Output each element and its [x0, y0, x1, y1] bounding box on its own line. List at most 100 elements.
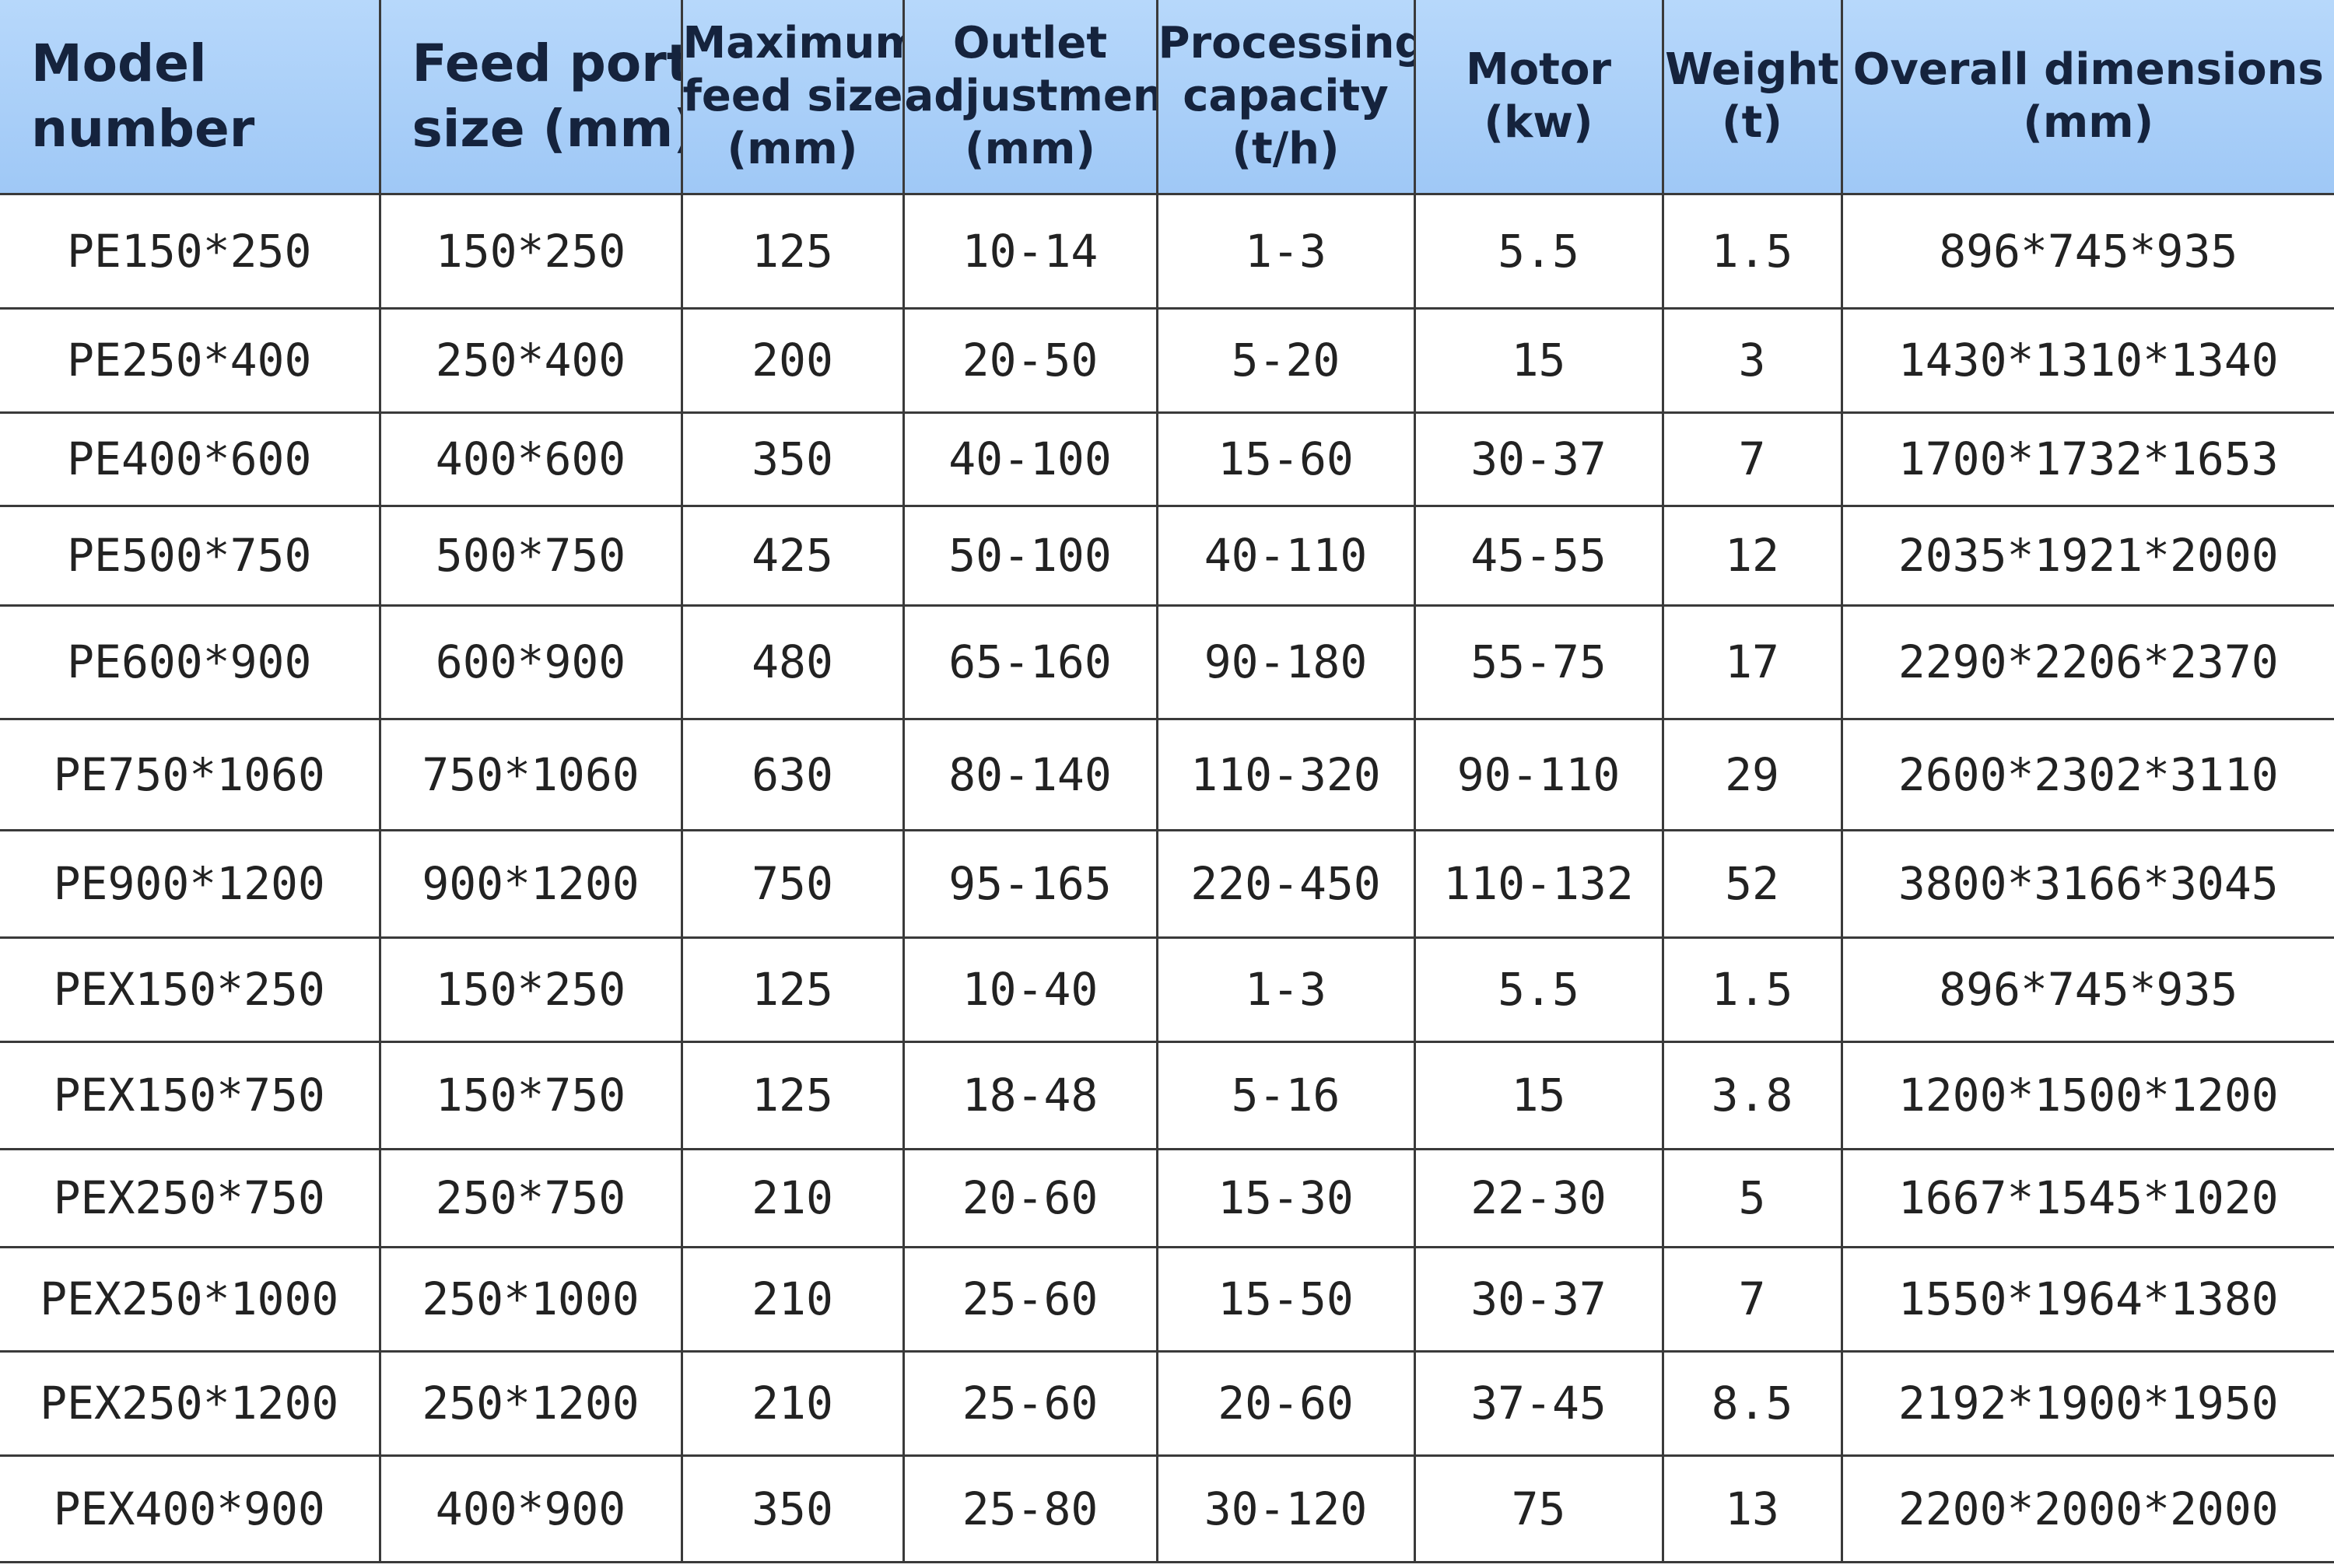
table-cell: 1.5: [1661, 192, 1843, 310]
table-cell: 350: [680, 411, 905, 507]
table-cell: 80-140: [902, 717, 1158, 831]
header-cell: Outlet adjustment (mm): [902, 0, 1158, 195]
table-cell: PEX400*900: [0, 1454, 381, 1563]
table-cell: 1667*1545*1020: [1840, 1147, 2334, 1248]
header-row: Model number Feed port size (mm) Maximum feed…: [0, 0, 2334, 195]
table-cell: 630: [680, 717, 905, 831]
table-cell: 55-75: [1413, 604, 1664, 720]
table-cell: 1.5: [1661, 936, 1843, 1043]
header-text: (mm): [2023, 96, 2154, 148]
header-text: (kw): [1484, 96, 1593, 148]
table-cell: 125: [680, 936, 905, 1043]
table-cell: PE900*1200: [0, 828, 381, 939]
header-text: Model: [31, 33, 207, 93]
table-row: PEX150*750 150*750 125 18-48 5-16 15 3.8 1200*1…: [0, 1040, 2334, 1150]
table-row: PEX250*1200 250*1200 210 25-60 20-60 37-45 8.5…: [0, 1349, 2334, 1457]
table-cell: 65-160: [902, 604, 1158, 720]
table-cell: 200: [680, 306, 905, 414]
table-cell: 95-165: [902, 828, 1158, 939]
header-cell: Processing capacity (t/h): [1155, 0, 1416, 195]
table-cell: 52: [1661, 828, 1843, 939]
header-cell: Model number: [0, 0, 381, 195]
table-cell: 20-60: [1155, 1349, 1416, 1457]
table-row: PEX150*250 150*250 125 10-40 1-3 5.5 1.5 896*74…: [0, 936, 2334, 1043]
header-text: adjustment: [904, 70, 1157, 121]
table-cell: 5.5: [1413, 936, 1664, 1043]
table-row: PEX250*1000 250*1000 210 25-60 15-50 30-37 7 15…: [0, 1245, 2334, 1353]
table-cell: 8.5: [1661, 1349, 1843, 1457]
table-cell: 40-100: [902, 411, 1158, 507]
table-row: PE150*250 150*250 125 10-14 1-3 5.5 1.5 896*745…: [0, 192, 2334, 310]
table-cell: 3.8: [1661, 1040, 1843, 1150]
table-cell: 2200*2000*2000: [1840, 1454, 2334, 1563]
header-text: (t/h): [1232, 123, 1340, 174]
table-cell: 150*250: [378, 192, 683, 310]
header-text: Processing: [1158, 17, 1414, 68]
table-cell: PE150*250: [0, 192, 381, 310]
table-cell: 7: [1661, 1245, 1843, 1353]
table-cell: 2035*1921*2000: [1840, 504, 2334, 607]
header-text: (mm): [727, 123, 858, 174]
table-cell: 25-80: [902, 1454, 1158, 1563]
table-cell: 90-110: [1413, 717, 1664, 831]
header-text: feed size: [682, 70, 903, 121]
table-cell: 210: [680, 1147, 905, 1248]
table-body: PE150*250 150*250 125 10-14 1-3 5.5 1.5 896*745…: [0, 192, 2334, 1563]
table-cell: 90-180: [1155, 604, 1416, 720]
table-cell: 10-40: [902, 936, 1158, 1043]
table-cell: 7: [1661, 411, 1843, 507]
table-cell: 30-37: [1413, 411, 1664, 507]
table-cell: 150*750: [378, 1040, 683, 1150]
table-header: Model number Feed port size (mm) Maximum feed…: [0, 0, 2334, 195]
table-row: PE900*1200 900*1200 750 95-165 220-450 110-13…: [0, 828, 2334, 939]
table-cell: 110-132: [1413, 828, 1664, 939]
table-cell: PE400*600: [0, 411, 381, 507]
table-row: PEX250*750 250*750 210 20-60 15-30 22-30 5 1667…: [0, 1147, 2334, 1248]
table-cell: 75: [1413, 1454, 1664, 1563]
table-cell: 25-60: [902, 1349, 1158, 1457]
table-cell: 210: [680, 1245, 905, 1353]
table-cell: 37-45: [1413, 1349, 1664, 1457]
table-cell: 350: [680, 1454, 905, 1563]
table-cell: PEX250*1200: [0, 1349, 381, 1457]
table-cell: 15-30: [1155, 1147, 1416, 1248]
table-cell: 400*900: [378, 1454, 683, 1563]
table-cell: 150*250: [378, 936, 683, 1043]
table-row: PE500*750 500*750 425 50-100 40-110 45-55 12 20…: [0, 504, 2334, 607]
table-cell: PE250*400: [0, 306, 381, 414]
header-cell: Feed port size (mm): [378, 0, 683, 195]
table-cell: 1-3: [1155, 192, 1416, 310]
header-text: (t): [1722, 96, 1782, 148]
header-text: Weight: [1665, 44, 1839, 95]
table-cell: 13: [1661, 1454, 1843, 1563]
table-cell: 750*1060: [378, 717, 683, 831]
header-text: Feed port: [412, 33, 682, 93]
table-cell: 15: [1413, 1040, 1664, 1150]
table-cell: 250*400: [378, 306, 683, 414]
header-text: Overall dimensions: [1852, 44, 2324, 95]
table-cell: 400*600: [378, 411, 683, 507]
table-cell: PEX250*1000: [0, 1245, 381, 1353]
table-cell: PEX250*750: [0, 1147, 381, 1248]
table-cell: 1550*1964*1380: [1840, 1245, 2334, 1353]
header-text: Outlet: [952, 17, 1108, 68]
table-row: PE400*600 400*600 350 40-100 15-60 30-37 7 1700…: [0, 411, 2334, 507]
table-cell: 22-30: [1413, 1147, 1664, 1248]
table-cell: 110-320: [1155, 717, 1416, 831]
table-cell: PE500*750: [0, 504, 381, 607]
header-cell: Motor (kw): [1413, 0, 1664, 195]
table-cell: 1430*1310*1340: [1840, 306, 2334, 414]
table-cell: 15-50: [1155, 1245, 1416, 1353]
table-row: PE250*400 250*400 200 20-50 5-20 15 3 1430*1310…: [0, 306, 2334, 414]
table-cell: PEX150*750: [0, 1040, 381, 1150]
table-cell: 10-14: [902, 192, 1158, 310]
table-cell: 3: [1661, 306, 1843, 414]
table-row: PEX400*900 400*900 350 25-80 30-120 75 13 2200*…: [0, 1454, 2334, 1563]
table-cell: 30-37: [1413, 1245, 1664, 1353]
table-row: PE750*1060 750*1060 630 80-140 110-320 90-110…: [0, 717, 2334, 831]
header-text: (mm): [965, 123, 1095, 174]
table-row: PE600*900 600*900 480 65-160 90-180 55-75 17 22…: [0, 604, 2334, 720]
table-cell: 29: [1661, 717, 1843, 831]
table-cell: 250*1000: [378, 1245, 683, 1353]
